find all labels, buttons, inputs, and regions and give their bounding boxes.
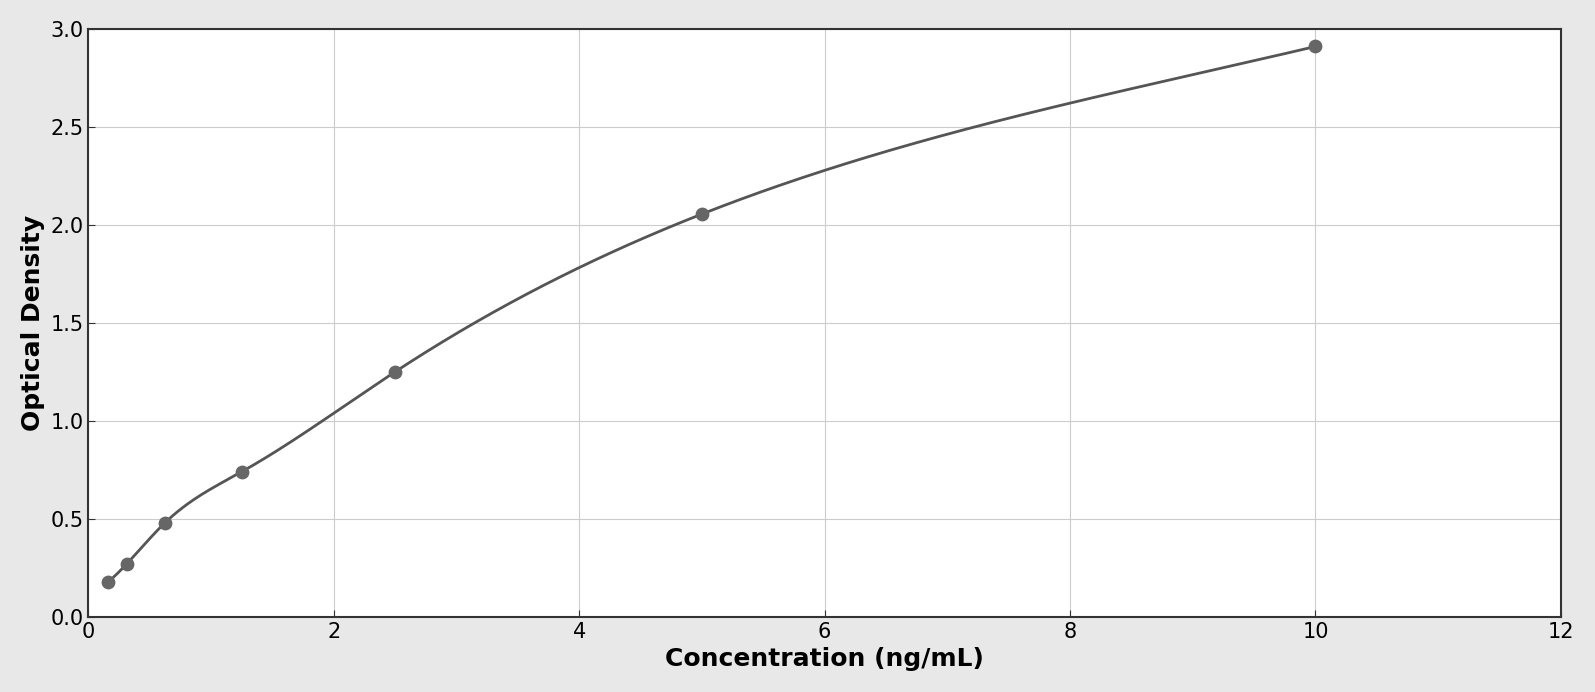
Point	[152, 517, 177, 528]
Point	[113, 558, 139, 570]
Point	[1303, 41, 1329, 52]
Point	[383, 366, 408, 377]
X-axis label: Concentration (ng/mL): Concentration (ng/mL)	[665, 647, 984, 671]
Point	[94, 577, 120, 588]
Y-axis label: Optical Density: Optical Density	[21, 215, 45, 431]
Point	[689, 208, 715, 219]
Point	[230, 466, 255, 477]
